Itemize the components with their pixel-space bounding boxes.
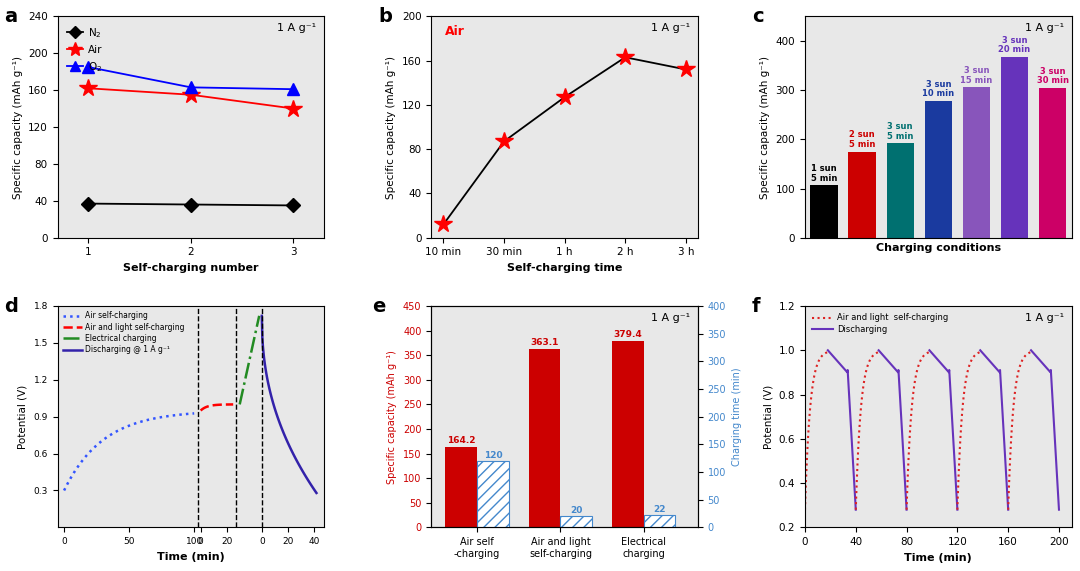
Legend: N$_2$, Air, O$_2$: N$_2$, Air, O$_2$ — [63, 22, 107, 78]
Text: c: c — [752, 7, 764, 26]
Bar — [810, 185, 838, 238]
Y-axis label: Specific capacity (mAh g⁻¹): Specific capacity (mAh g⁻¹) — [13, 55, 23, 199]
Bar — [1001, 57, 1028, 238]
Text: 20: 20 — [570, 506, 582, 515]
X-axis label: Self-charging time: Self-charging time — [507, 263, 622, 273]
Text: f: f — [752, 297, 760, 316]
Bar — [849, 152, 876, 238]
X-axis label: Time (min): Time (min) — [904, 553, 972, 562]
Text: 1 A g⁻¹: 1 A g⁻¹ — [1025, 23, 1064, 33]
Y-axis label: Potential (V): Potential (V) — [764, 384, 773, 449]
Legend: Air and light  self-charging, Discharging: Air and light self-charging, Discharging — [809, 310, 951, 337]
Text: 1 sun
5 min: 1 sun 5 min — [811, 164, 837, 183]
Y-axis label: Specific capacity (mAh g⁻¹): Specific capacity (mAh g⁻¹) — [387, 55, 396, 199]
Text: e: e — [373, 297, 386, 316]
Text: 363.1: 363.1 — [530, 338, 558, 347]
Text: 3 sun
30 min: 3 sun 30 min — [1037, 66, 1068, 85]
Bar — [445, 447, 477, 528]
Text: 3 sun
10 min: 3 sun 10 min — [922, 80, 955, 98]
Bar — [612, 341, 644, 528]
Bar — [644, 515, 675, 528]
Bar — [1039, 88, 1066, 238]
Text: 2 sun
5 min: 2 sun 5 min — [849, 130, 875, 149]
X-axis label: Time (min): Time (min) — [157, 552, 225, 562]
Y-axis label: Specific capacity (mAh g⁻¹): Specific capacity (mAh g⁻¹) — [388, 350, 397, 484]
Text: 3 sun
5 min: 3 sun 5 min — [887, 122, 914, 141]
Text: 120: 120 — [484, 451, 502, 460]
Text: 1 A g⁻¹: 1 A g⁻¹ — [1025, 313, 1064, 323]
Bar — [529, 349, 561, 528]
Text: d: d — [4, 297, 18, 316]
Text: b: b — [378, 7, 392, 26]
X-axis label: Charging conditions: Charging conditions — [876, 243, 1001, 254]
Bar — [477, 461, 509, 528]
Bar — [561, 516, 592, 528]
Text: Air: Air — [445, 25, 464, 38]
Text: 3 sun
20 min: 3 sun 20 min — [998, 35, 1030, 54]
Text: 3 sun
15 min: 3 sun 15 min — [960, 66, 993, 85]
Text: 22: 22 — [653, 505, 666, 514]
Text: 1 A g⁻¹: 1 A g⁻¹ — [651, 23, 690, 33]
Bar — [962, 87, 990, 238]
Bar — [887, 143, 914, 238]
Bar — [924, 101, 953, 238]
Y-axis label: Charging time (min): Charging time (min) — [732, 367, 742, 466]
Y-axis label: Potential (V): Potential (V) — [18, 384, 28, 449]
Legend: Air self-charging, Air and light self-charging, Electrical charging, Discharging: Air self-charging, Air and light self-ch… — [62, 310, 186, 356]
Text: 164.2: 164.2 — [447, 436, 475, 445]
Text: a: a — [4, 7, 17, 26]
Y-axis label: Specific capacity (mAh g⁻¹): Specific capacity (mAh g⁻¹) — [760, 55, 770, 199]
Text: 379.4: 379.4 — [613, 330, 643, 339]
Text: 1 A g⁻¹: 1 A g⁻¹ — [278, 23, 316, 33]
X-axis label: Self-charging number: Self-charging number — [123, 263, 258, 273]
Text: 1 A g⁻¹: 1 A g⁻¹ — [651, 313, 690, 323]
